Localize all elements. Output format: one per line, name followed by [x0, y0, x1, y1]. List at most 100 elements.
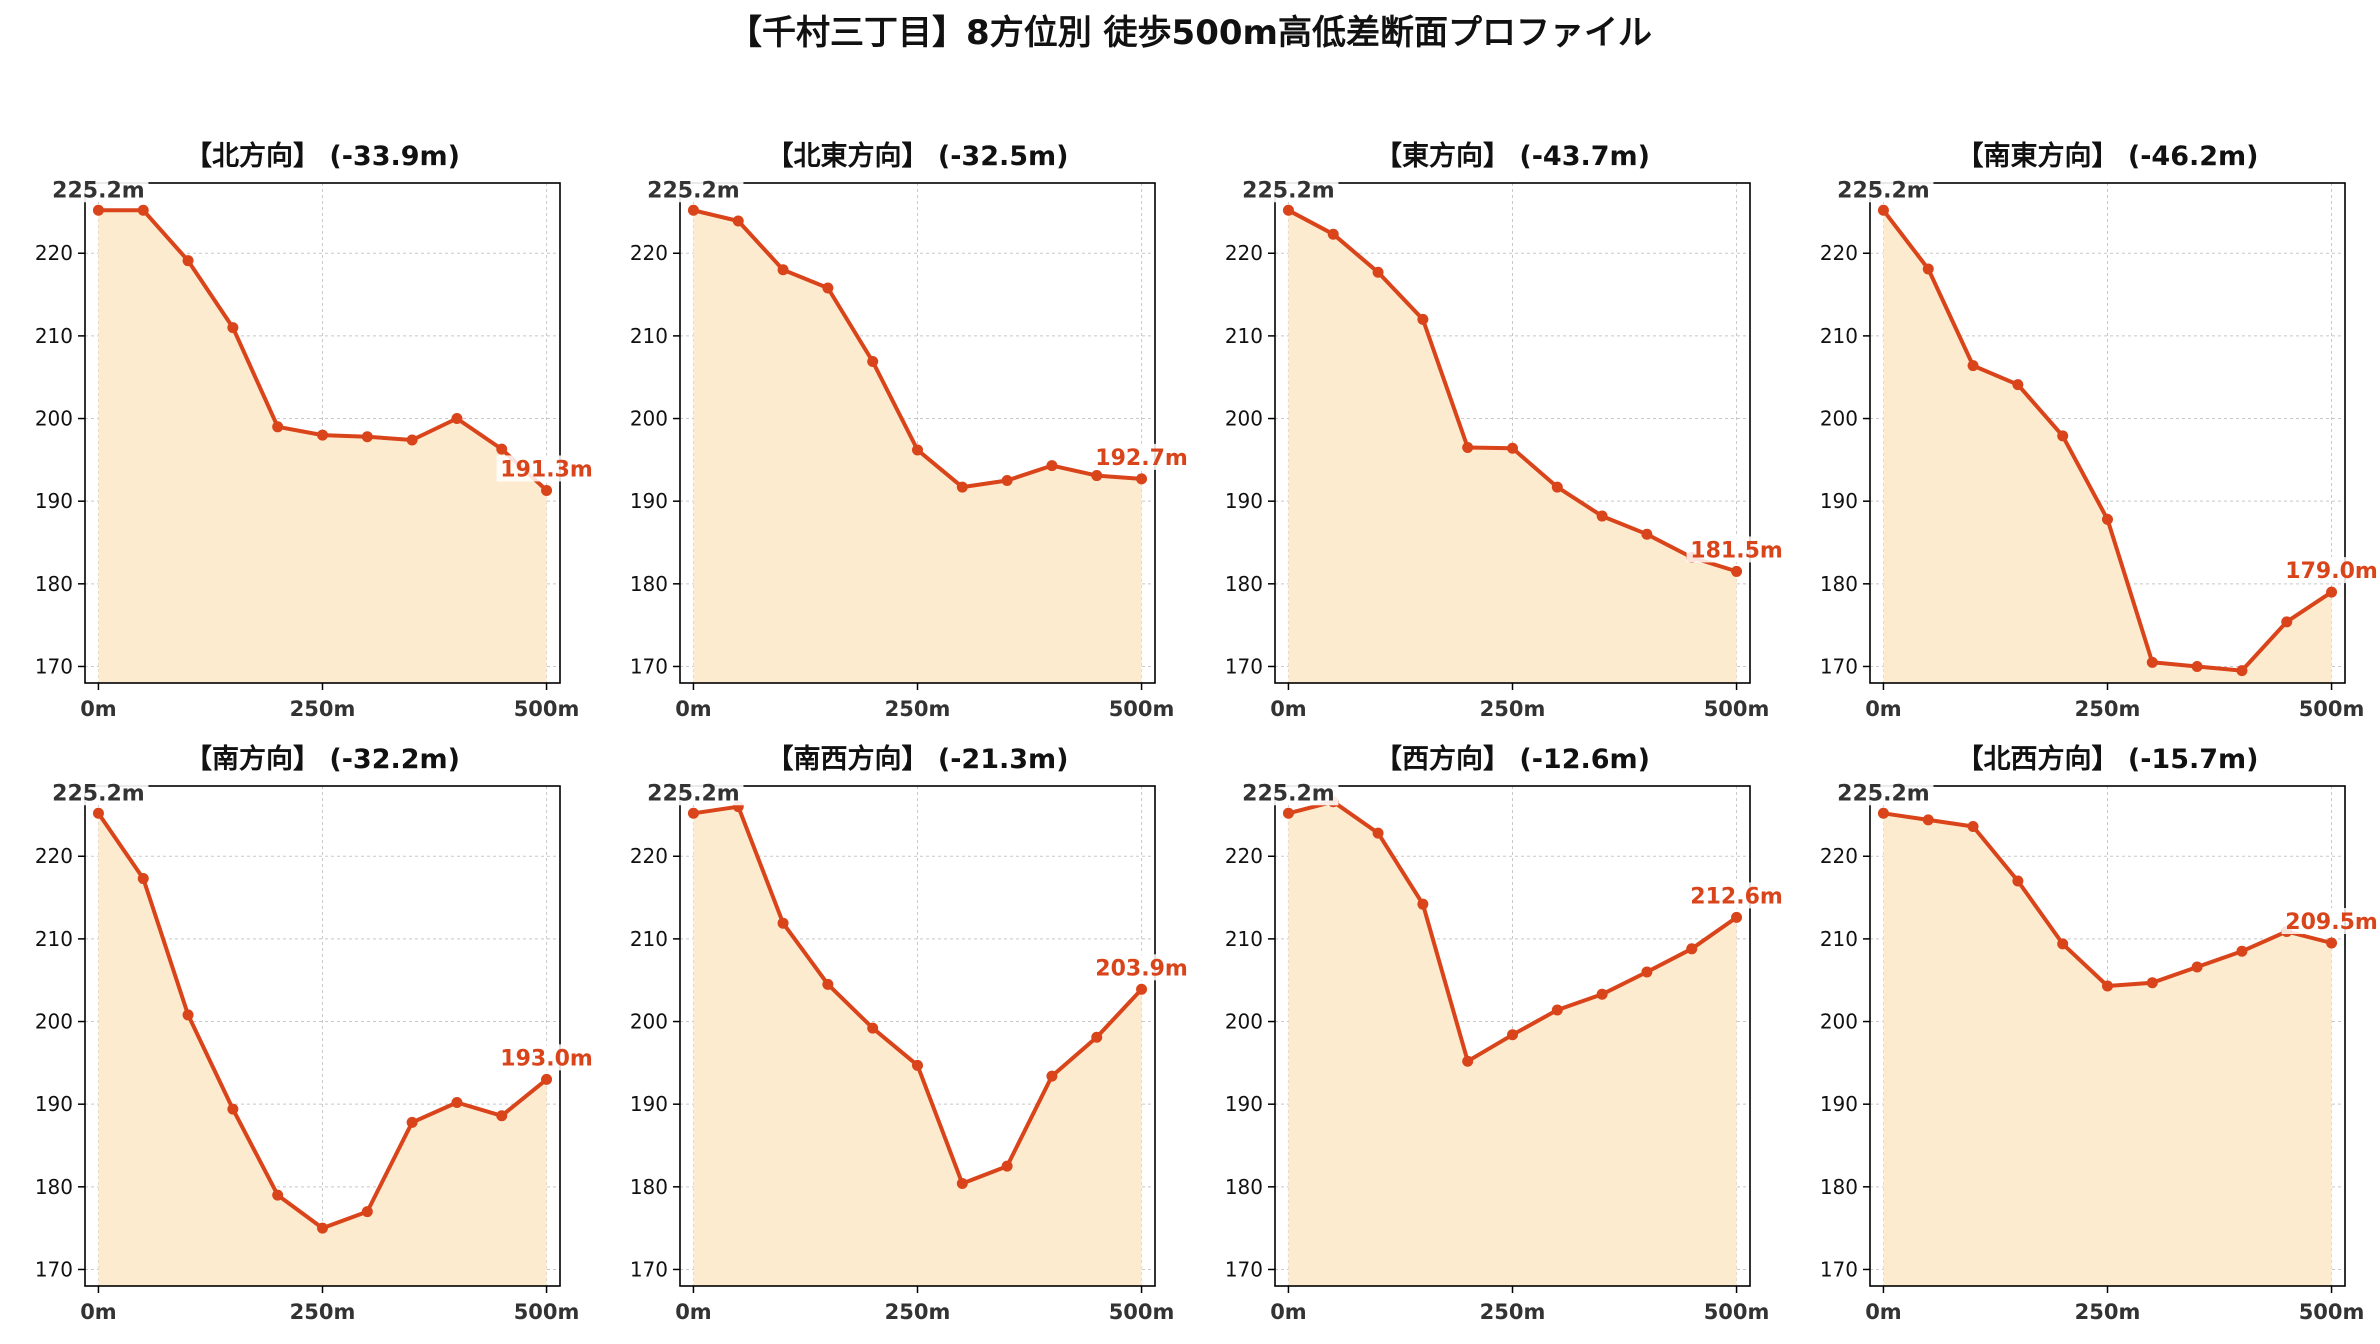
y-tick-label: 200 — [1820, 407, 1858, 431]
elevation-area — [1288, 801, 1737, 1286]
elevation-point — [956, 1178, 968, 1190]
elevation-area — [1883, 813, 2332, 1286]
y-tick-label: 220 — [1225, 241, 1263, 265]
panel-title: 【北東方向】 (-32.5m) — [766, 140, 1068, 172]
start-label-bg — [48, 176, 149, 203]
elevation-point — [1967, 360, 1979, 372]
y-tick-label: 190 — [35, 1092, 73, 1116]
elevation-area — [1883, 210, 2332, 684]
y-tick-label: 210 — [630, 927, 668, 951]
start-label: 225.2m — [52, 781, 145, 806]
y-tick-label: 200 — [1225, 1010, 1263, 1034]
elevation-point — [1136, 473, 1148, 485]
elevation-point — [2146, 977, 2158, 989]
elevation-point — [2057, 938, 2069, 950]
elevation-point — [1507, 1029, 1518, 1041]
x-tick-label: 0m — [1270, 1300, 1307, 1324]
elevation-area — [693, 210, 1142, 684]
end-label-bg — [1686, 536, 1787, 563]
y-tick-label: 190 — [1820, 1092, 1858, 1116]
elevation-point — [1046, 460, 1058, 472]
elevation-point — [777, 264, 789, 276]
y-tick-label: 180 — [35, 1175, 73, 1199]
elevation-point — [317, 1222, 328, 1234]
elevation-point — [2102, 513, 2113, 525]
y-tick-label: 190 — [630, 489, 668, 513]
elevation-point — [137, 204, 149, 216]
start-label: 225.2m — [647, 178, 740, 203]
elevation-point — [912, 444, 923, 456]
elevation-point — [1877, 807, 1889, 819]
elevation-point — [1282, 204, 1294, 216]
chart-panel: 【南東方向】 (-46.2m) 170 180 190 200 210 220 0m 250m 5… — [1820, 140, 2380, 721]
elevation-point — [732, 215, 744, 227]
start-label-bg — [1833, 176, 1934, 203]
y-tick-label: 170 — [1225, 1257, 1263, 1281]
elevation-point — [1462, 1055, 1474, 1067]
elevation-point — [1046, 1070, 1058, 1082]
chart-panel: 【南方向】 (-32.2m) 170 180 190 200 210 220 0m 250m 50… — [35, 743, 597, 1324]
y-tick-label: 200 — [630, 407, 668, 431]
elevation-point — [406, 434, 418, 446]
x-tick-label: 500m — [1109, 697, 1175, 721]
end-label: 181.5m — [1690, 538, 1783, 563]
chart-panel: 【北東方向】 (-32.5m) 170 180 190 200 210 220 0m 250m 5… — [630, 140, 1192, 721]
y-tick-label: 220 — [1820, 844, 1858, 868]
elevation-point — [2236, 665, 2248, 677]
chart-panel: 【西方向】 (-12.6m) 170 180 190 200 210 220 0m 250m 50… — [1225, 743, 1787, 1324]
start-label: 225.2m — [647, 781, 740, 806]
chart-panel: 【北西方向】 (-15.7m) 170 180 190 200 210 220 0m 250m 5… — [1820, 743, 2380, 1324]
elevation-point — [1136, 983, 1148, 995]
elevation-point — [1967, 820, 1979, 832]
y-tick-label: 210 — [35, 324, 73, 348]
elevation-point — [1922, 814, 1934, 826]
elevation-point — [541, 484, 553, 496]
x-tick-label: 250m — [885, 1300, 951, 1324]
elevation-point — [2057, 430, 2069, 442]
y-tick-label: 180 — [35, 572, 73, 596]
elevation-point — [227, 322, 239, 334]
elevation-point — [2012, 875, 2024, 887]
end-label: 179.0m — [2285, 559, 2378, 584]
elevation-point — [2146, 656, 2158, 668]
x-tick-label: 0m — [1865, 1300, 1902, 1324]
end-label-bg — [2281, 557, 2380, 584]
elevation-point — [1507, 442, 1518, 454]
elevation-point — [92, 204, 104, 216]
elevation-point — [1001, 475, 1013, 487]
y-tick-label: 180 — [1820, 1175, 1858, 1199]
y-tick-label: 190 — [1820, 489, 1858, 513]
end-label-bg — [1091, 954, 1192, 981]
y-tick-label: 220 — [1225, 844, 1263, 868]
end-label: 193.0m — [500, 1046, 593, 1071]
elevation-point — [2326, 586, 2338, 598]
elevation-point — [1091, 1031, 1103, 1043]
elevation-point — [867, 356, 879, 368]
elevation-point — [2281, 616, 2293, 628]
elevation-point — [1551, 1004, 1563, 1016]
elevation-point — [822, 978, 834, 990]
y-tick-label: 180 — [630, 1175, 668, 1199]
elevation-point — [1372, 827, 1384, 839]
elevation-area — [693, 806, 1142, 1286]
x-tick-label: 500m — [514, 1300, 580, 1324]
x-tick-label: 500m — [1109, 1300, 1175, 1324]
x-tick-label: 0m — [675, 1300, 712, 1324]
end-label-bg — [1686, 882, 1787, 909]
y-tick-label: 180 — [1225, 572, 1263, 596]
elevation-point — [1372, 266, 1384, 278]
y-tick-label: 210 — [1820, 927, 1858, 951]
elevation-point — [1091, 470, 1103, 482]
elevation-point — [137, 873, 149, 885]
elevation-point — [272, 421, 284, 433]
elevation-point — [496, 443, 508, 455]
start-label: 225.2m — [1242, 178, 1335, 203]
elevation-point — [1462, 441, 1474, 453]
y-tick-label: 170 — [1820, 654, 1858, 678]
elevation-point — [687, 204, 699, 216]
end-label: 209.5m — [2285, 910, 2378, 935]
x-tick-label: 500m — [1704, 697, 1770, 721]
y-tick-label: 190 — [1225, 1092, 1263, 1116]
y-tick-label: 190 — [1225, 489, 1263, 513]
elevation-point — [867, 1022, 879, 1034]
